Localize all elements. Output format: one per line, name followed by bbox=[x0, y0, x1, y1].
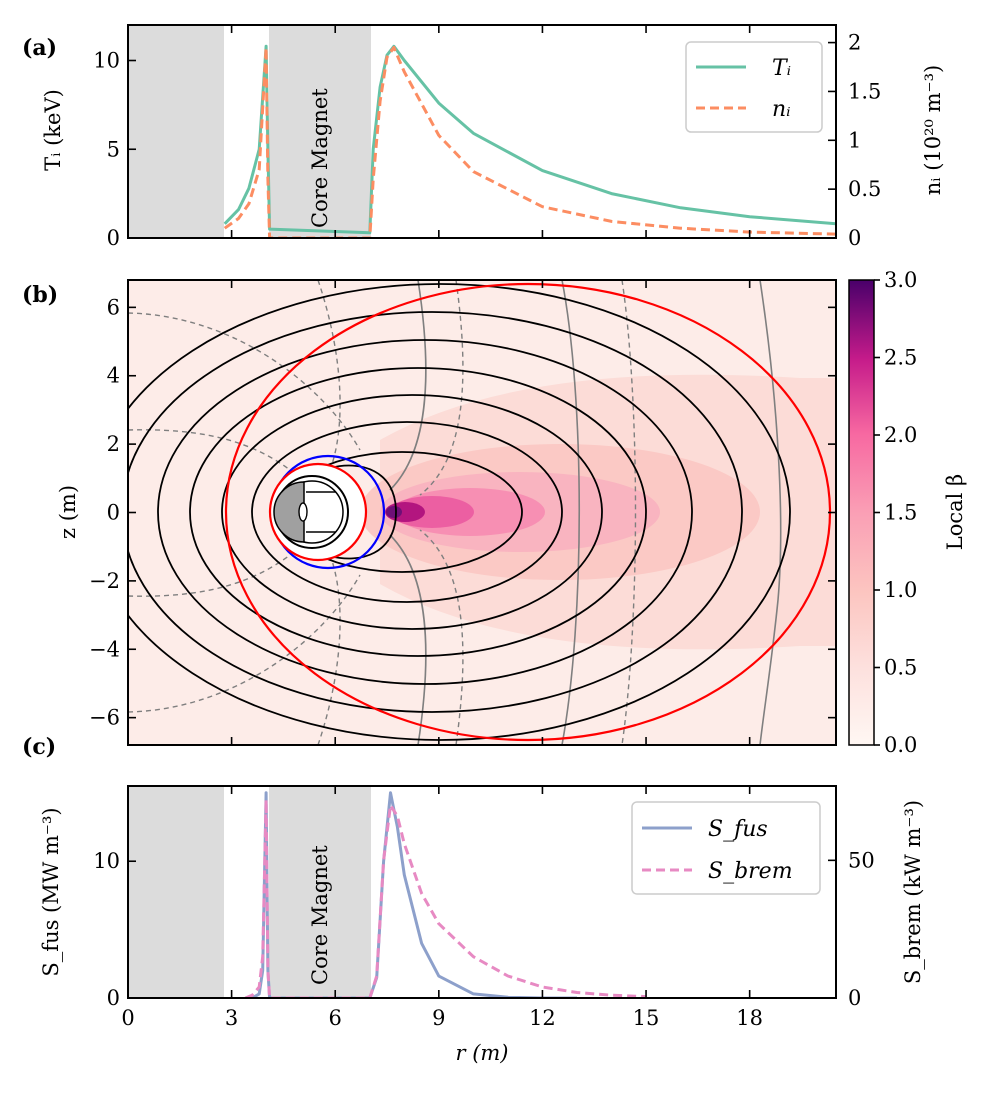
panel-c-label: (c) bbox=[22, 734, 56, 760]
x-tick-label: 15 bbox=[633, 1006, 660, 1030]
panel-b-label: (b) bbox=[22, 282, 58, 308]
panel-a-ylabel-right: nᵢ (10²⁰ m⁻³) bbox=[921, 65, 945, 195]
colorbar-label: Local β bbox=[943, 474, 967, 550]
panel-a-ylabel-left: Tᵢ (keV) bbox=[41, 89, 65, 171]
panel-c-left-tick-label: 10 bbox=[93, 849, 120, 873]
legend-sfus-label: S_fus bbox=[708, 817, 768, 842]
grey-dashed-field-lines bbox=[128, 280, 637, 745]
panel-a-right-tick-label: 1.5 bbox=[848, 79, 881, 103]
panel-b-y-tick-label: −6 bbox=[89, 706, 120, 730]
panel-b: (b) bbox=[22, 268, 967, 757]
panel-c-ylabel-right: S_brem (kW m⁻³) bbox=[901, 800, 925, 984]
panel-b-y-tick-label: −4 bbox=[89, 637, 120, 661]
core-magnet-region bbox=[269, 25, 371, 238]
x-tick-label: 0 bbox=[121, 1006, 134, 1030]
core-magnet-label: Core Magnet bbox=[308, 88, 332, 228]
panel-b-y-tick-label: 6 bbox=[107, 295, 120, 319]
panel-b-ylabel: z (m) bbox=[56, 485, 80, 539]
shaded-region-left bbox=[128, 786, 224, 998]
x-tick-label: 18 bbox=[736, 1006, 763, 1030]
panel-b-y-tick-label: −2 bbox=[89, 569, 120, 593]
panel-c-ylabel-left: S_fus (MW m⁻³) bbox=[39, 807, 63, 976]
shaded-region-left bbox=[128, 25, 224, 238]
colorbar-tick-label: 2.5 bbox=[884, 346, 917, 370]
x-tick-label: 6 bbox=[329, 1006, 342, 1030]
series-right bbox=[244, 798, 647, 998]
panel-a-right-tick-label: 1 bbox=[848, 128, 861, 152]
panel-a-left-tick-label: 5 bbox=[107, 137, 120, 161]
panel-a-left-tick-label: 10 bbox=[93, 49, 120, 73]
colorbar-tick-label: 2.0 bbox=[884, 423, 917, 447]
panel-a-label: (a) bbox=[22, 35, 57, 61]
colorbar bbox=[848, 279, 875, 746]
panel-a-right-tick-label: 0 bbox=[848, 226, 861, 250]
panel-b-y-tick-label: 2 bbox=[107, 432, 120, 456]
panel-a-right-tick-label: 2 bbox=[848, 31, 861, 55]
colorbar-tick-label: 1.5 bbox=[884, 501, 917, 525]
core-magnet-coil bbox=[273, 475, 349, 549]
x-tick-label: 9 bbox=[432, 1006, 445, 1030]
panel-a-frame bbox=[127, 24, 837, 239]
flux-surfaces bbox=[128, 283, 791, 741]
panel-a: (a) Core Magnet 0 5 10 0 0.5 1 1.5 2 Tᵢ (keV) n… bbox=[22, 24, 945, 250]
core-magnet-region bbox=[269, 786, 371, 998]
panel-c-frame bbox=[127, 785, 837, 999]
legend-ti-label: Tᵢ bbox=[772, 56, 791, 81]
legend-sbrem-label: S_brem bbox=[708, 859, 793, 884]
x-tick-label: 3 bbox=[225, 1006, 238, 1030]
colorbar-tick-label: 0.0 bbox=[884, 733, 917, 757]
panel-c-right-tick-label: 50 bbox=[848, 848, 875, 872]
colorbar-tick-label: 1.0 bbox=[884, 578, 917, 602]
panel-c-left-tick-label: 0 bbox=[107, 986, 120, 1010]
panel-a-right-tick-label: 0.5 bbox=[848, 177, 881, 201]
panel-b-y-tick-label: 4 bbox=[107, 364, 120, 388]
panel-b-y-tick-label: 0 bbox=[107, 501, 120, 525]
beta-peak bbox=[386, 506, 402, 518]
legend-ni-label: nᵢ bbox=[772, 97, 791, 122]
panel-c-right-tick-label: 0 bbox=[848, 986, 861, 1010]
colorbar-tick-label: 3.0 bbox=[884, 268, 917, 292]
panel-a-left-tick-label: 0 bbox=[107, 226, 120, 250]
panel-a-legend: Tᵢ nᵢ bbox=[685, 41, 823, 133]
core-magnet-label: Core Magnet bbox=[308, 845, 332, 985]
colorbar-tick-label: 0.5 bbox=[884, 656, 917, 680]
series-right bbox=[223, 46, 836, 238]
panel-c-legend: S_fus S_brem bbox=[631, 801, 821, 895]
panel-c-xlabel: r (m) bbox=[455, 1041, 508, 1065]
x-tick-label: 12 bbox=[529, 1006, 556, 1030]
